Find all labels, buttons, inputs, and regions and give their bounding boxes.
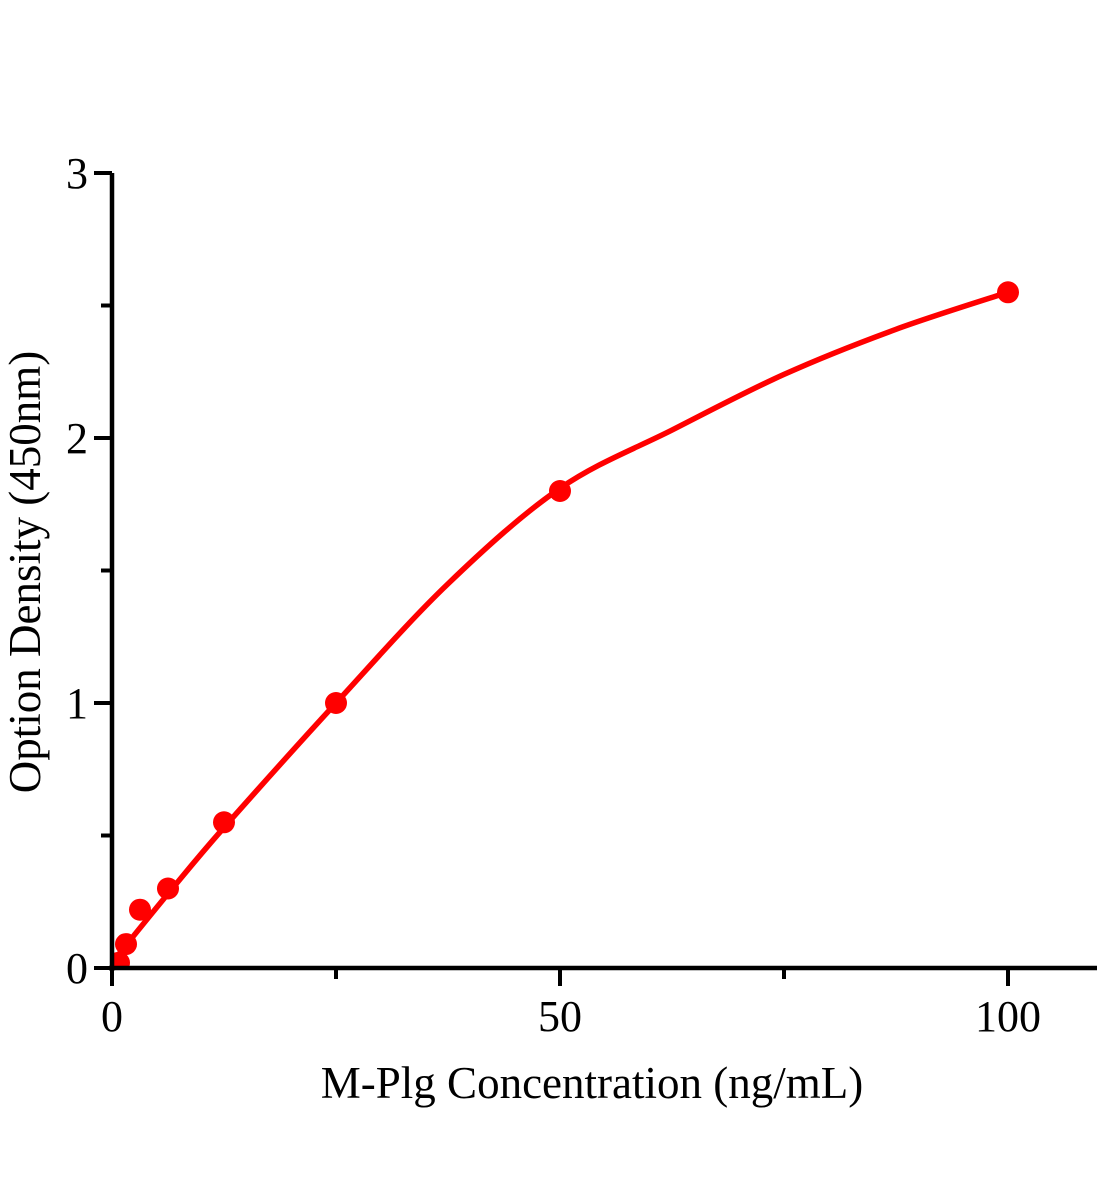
data-point (549, 480, 571, 502)
x-tick-label: 0 (101, 992, 123, 1041)
y-tick-label: 1 (66, 679, 88, 728)
y-tick-label: 3 (66, 149, 88, 198)
fit-curve (114, 289, 1011, 965)
y-tick-label: 2 (66, 414, 88, 463)
plot-area (114, 281, 1019, 966)
data-point (325, 692, 347, 714)
data-point (129, 898, 151, 921)
y-tick-label: 0 (66, 944, 88, 993)
data-point (997, 281, 1019, 304)
data-point (157, 877, 179, 900)
data-point (114, 951, 130, 966)
data-point (213, 811, 235, 834)
y-axis-title: Option Density (450nm) (0, 351, 50, 793)
x-tick-label: 50 (538, 992, 582, 1041)
data-point (115, 933, 137, 956)
x-tick-label: 100 (975, 992, 1041, 1041)
x-axis-title: M-Plg Concentration (ng/mL) (321, 1058, 863, 1108)
